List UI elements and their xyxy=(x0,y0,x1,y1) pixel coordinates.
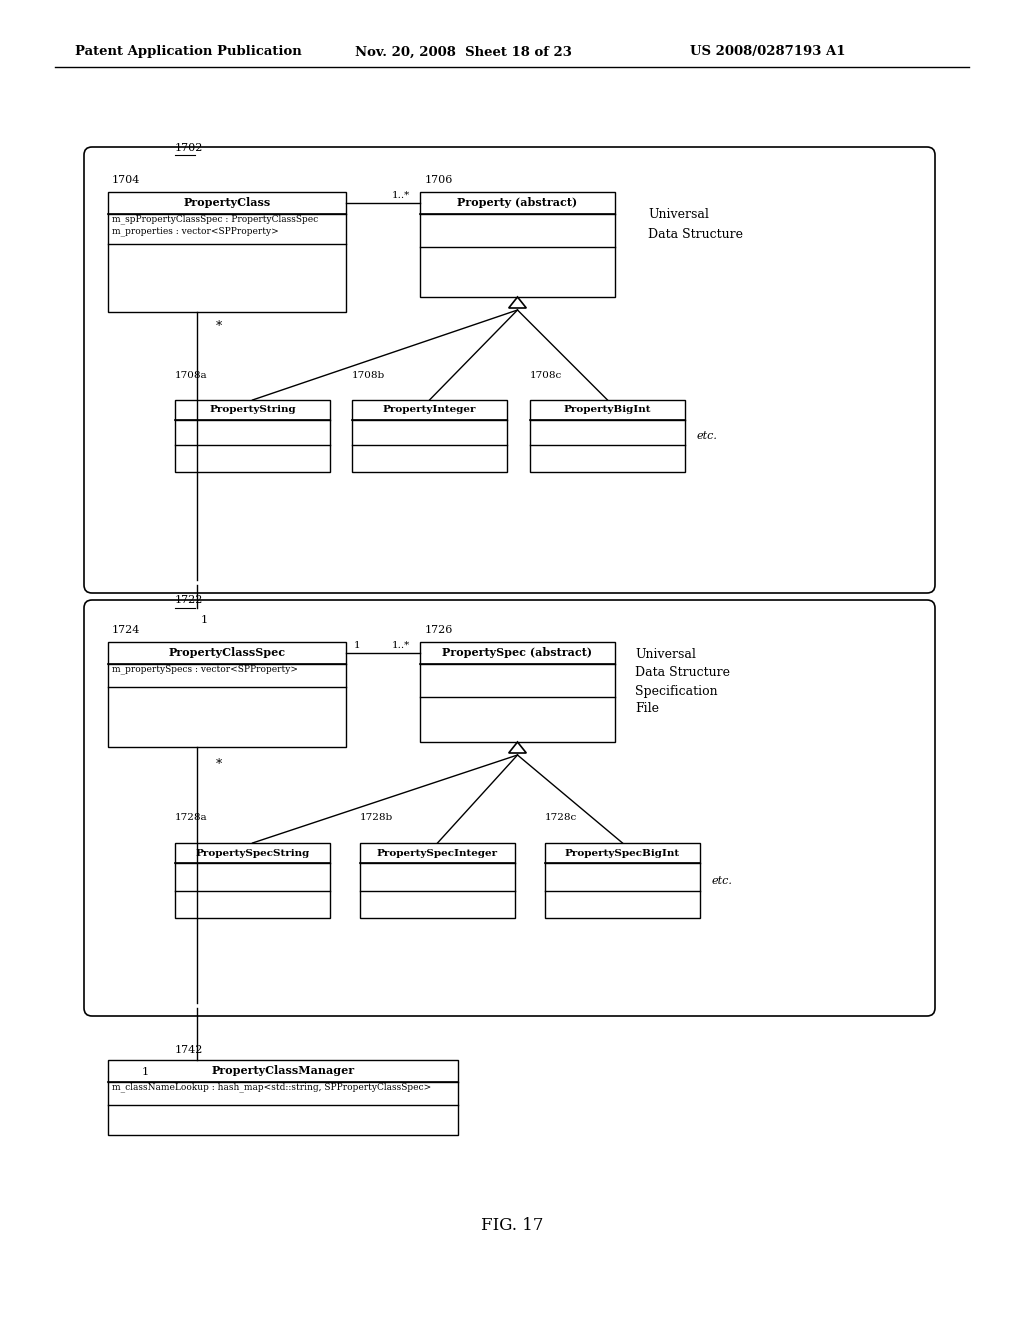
Text: Universal: Universal xyxy=(635,648,696,661)
Text: 1708c: 1708c xyxy=(530,371,562,380)
Bar xyxy=(108,1060,458,1135)
Bar xyxy=(175,843,330,917)
Text: 1724: 1724 xyxy=(112,624,140,635)
Bar xyxy=(545,843,700,917)
Text: PropertyClassSpec: PropertyClassSpec xyxy=(168,648,286,659)
Text: 1708b: 1708b xyxy=(352,371,385,380)
Text: Patent Application Publication: Patent Application Publication xyxy=(75,45,302,58)
Text: etc.: etc. xyxy=(697,432,718,441)
Text: PropertyClass: PropertyClass xyxy=(183,198,270,209)
Text: 1722: 1722 xyxy=(175,595,204,605)
Text: 1726: 1726 xyxy=(425,624,454,635)
Text: US 2008/0287193 A1: US 2008/0287193 A1 xyxy=(690,45,846,58)
Text: 1708a: 1708a xyxy=(175,371,208,380)
Text: Nov. 20, 2008  Sheet 18 of 23: Nov. 20, 2008 Sheet 18 of 23 xyxy=(355,45,571,58)
Text: PropertySpecInteger: PropertySpecInteger xyxy=(377,849,498,858)
Text: PropertySpecString: PropertySpecString xyxy=(196,849,309,858)
Bar xyxy=(108,191,346,312)
Text: etc.: etc. xyxy=(712,875,733,886)
Text: 1..*: 1..* xyxy=(392,190,411,199)
Text: m_spPropertyClassSpec : PropertyClassSpec: m_spPropertyClassSpec : PropertyClassSpe… xyxy=(112,214,318,224)
Bar xyxy=(175,400,330,473)
Bar xyxy=(108,642,346,747)
Text: Data Structure: Data Structure xyxy=(648,228,743,242)
Text: PropertyString: PropertyString xyxy=(209,405,296,414)
Text: 1..*: 1..* xyxy=(392,640,411,649)
Text: PropertyBigInt: PropertyBigInt xyxy=(564,405,651,414)
Text: *: * xyxy=(216,759,222,771)
Bar xyxy=(360,843,515,917)
Text: 1: 1 xyxy=(141,1067,148,1077)
Text: m_properties : vector<SPProperty>: m_properties : vector<SPProperty> xyxy=(112,226,279,236)
Text: Property (abstract): Property (abstract) xyxy=(458,198,578,209)
Bar xyxy=(420,642,615,742)
Text: 1742: 1742 xyxy=(175,1045,204,1055)
Text: 1706: 1706 xyxy=(425,176,454,185)
Bar xyxy=(352,400,507,473)
Text: PropertyInteger: PropertyInteger xyxy=(383,405,476,414)
Text: 1704: 1704 xyxy=(112,176,140,185)
Text: m_propertySpecs : vector<SPProperty>: m_propertySpecs : vector<SPProperty> xyxy=(112,664,298,673)
Text: FIG. 17: FIG. 17 xyxy=(480,1217,544,1233)
Text: PropertySpecBigInt: PropertySpecBigInt xyxy=(565,849,680,858)
Text: PropertySpec (abstract): PropertySpec (abstract) xyxy=(442,648,593,659)
Bar xyxy=(530,400,685,473)
Text: m_classNameLookup : hash_map<std::string, SPPropertyClassSpec>: m_classNameLookup : hash_map<std::string… xyxy=(112,1082,431,1092)
Text: Universal: Universal xyxy=(648,209,709,222)
Text: 1728b: 1728b xyxy=(360,813,393,822)
Text: 1: 1 xyxy=(354,640,360,649)
Text: Specification: Specification xyxy=(635,685,718,697)
Text: 1: 1 xyxy=(201,615,208,624)
Text: 1702: 1702 xyxy=(175,143,204,153)
Text: 1728a: 1728a xyxy=(175,813,208,822)
Text: 1: 1 xyxy=(141,645,148,655)
Bar xyxy=(420,191,615,297)
FancyBboxPatch shape xyxy=(84,147,935,593)
Text: Data Structure: Data Structure xyxy=(635,667,730,680)
FancyBboxPatch shape xyxy=(84,601,935,1016)
Text: *: * xyxy=(216,321,222,334)
Text: PropertyClassManager: PropertyClassManager xyxy=(211,1065,354,1077)
Text: 1728c: 1728c xyxy=(545,813,578,822)
Text: File: File xyxy=(635,702,659,715)
